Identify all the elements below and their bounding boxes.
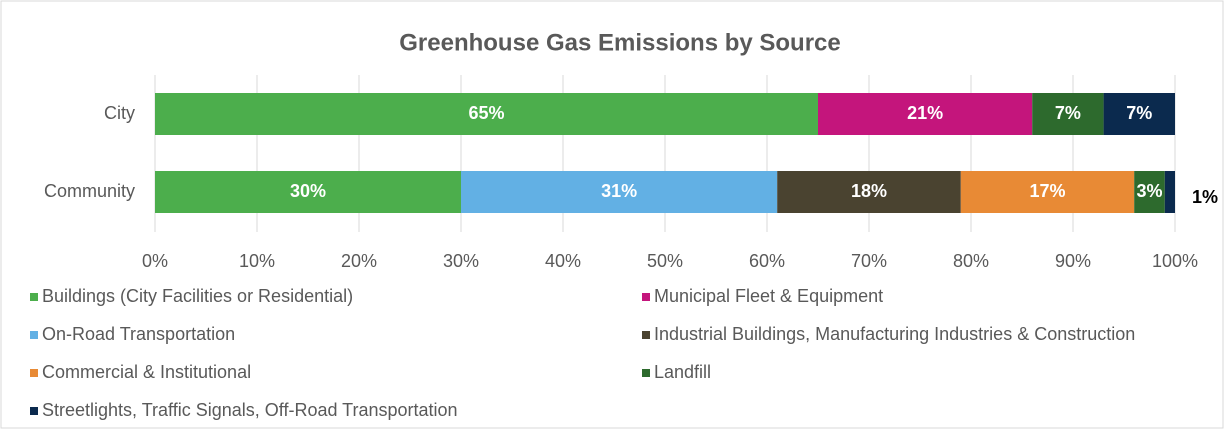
data-label: 1% <box>1192 187 1218 207</box>
legend-swatch <box>642 331 650 339</box>
data-label: 3% <box>1136 181 1162 201</box>
bar-segment <box>1103 93 1175 135</box>
data-label: 7% <box>1055 103 1081 123</box>
legend-swatch <box>642 293 650 301</box>
chart-title: Greenhouse Gas Emissions by Source <box>399 29 841 56</box>
bar-segment <box>461 171 778 213</box>
x-tick-label: 70% <box>851 251 887 271</box>
y-tick-label: Community <box>44 181 135 201</box>
x-tick-label: 50% <box>647 251 683 271</box>
legend-label: Commercial & Institutional <box>42 362 251 382</box>
legend-label: Landfill <box>654 362 711 382</box>
bar-segment <box>1134 171 1165 213</box>
data-label: 30% <box>290 181 326 201</box>
x-tick-label: 20% <box>341 251 377 271</box>
legend-label: Buildings (City Facilities or Residentia… <box>42 286 353 306</box>
legend-swatch <box>30 369 38 377</box>
data-label: 21% <box>907 103 943 123</box>
x-tick-label: 40% <box>545 251 581 271</box>
bar-segment <box>777 171 961 213</box>
x-tick-label: 90% <box>1055 251 1091 271</box>
bar-segment <box>1032 93 1104 135</box>
bar-segment <box>155 171 461 213</box>
data-label: 7% <box>1126 103 1152 123</box>
legend-swatch <box>30 331 38 339</box>
data-label: 17% <box>1029 181 1065 201</box>
x-tick-label: 30% <box>443 251 479 271</box>
x-tick-label: 80% <box>953 251 989 271</box>
x-tick-label: 10% <box>239 251 275 271</box>
x-tick-label: 100% <box>1152 251 1198 271</box>
legend-swatch <box>30 407 38 415</box>
y-tick-label: City <box>104 103 135 123</box>
bar-segment <box>1164 171 1175 213</box>
x-tick-label: 60% <box>749 251 785 271</box>
bar-segment <box>818 93 1033 135</box>
data-label: 18% <box>851 181 887 201</box>
x-tick-label: 0% <box>142 251 168 271</box>
legend-swatch <box>30 293 38 301</box>
legend-label: Industrial Buildings, Manufacturing Indu… <box>654 324 1135 344</box>
legend-label: Streetlights, Traffic Signals, Off-Road … <box>42 400 458 420</box>
legend-swatch <box>642 369 650 377</box>
bar-segment <box>960 171 1135 213</box>
bar-segment <box>155 93 818 135</box>
legend-label: Municipal Fleet & Equipment <box>654 286 883 306</box>
data-label: 65% <box>468 103 504 123</box>
legend-label: On-Road Transportation <box>42 324 235 344</box>
data-label: 31% <box>601 181 637 201</box>
